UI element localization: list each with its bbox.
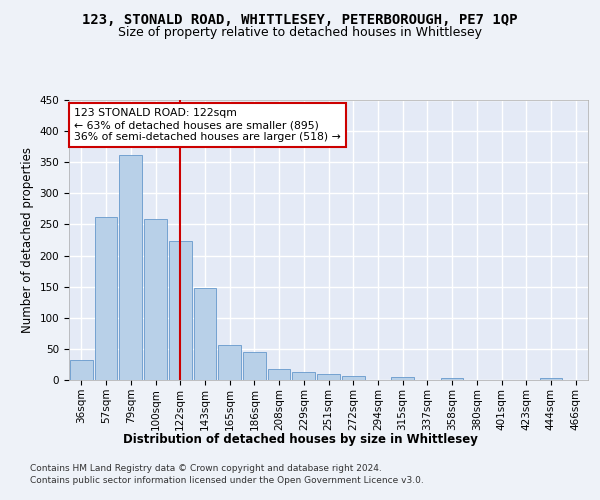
Bar xyxy=(292,372,315,380)
Bar xyxy=(194,288,216,380)
Bar xyxy=(70,360,93,380)
Text: Size of property relative to detached houses in Whittlesey: Size of property relative to detached ho… xyxy=(118,26,482,39)
Bar xyxy=(391,377,414,380)
Bar xyxy=(342,376,365,380)
Bar xyxy=(144,220,167,380)
Bar xyxy=(119,155,142,380)
Text: 123 STONALD ROAD: 122sqm
← 63% of detached houses are smaller (895)
36% of semi-: 123 STONALD ROAD: 122sqm ← 63% of detach… xyxy=(74,108,341,142)
Text: Distribution of detached houses by size in Whittlesey: Distribution of detached houses by size … xyxy=(122,432,478,446)
Y-axis label: Number of detached properties: Number of detached properties xyxy=(21,147,34,333)
Bar xyxy=(95,217,118,380)
Bar xyxy=(243,352,266,380)
Bar xyxy=(539,378,562,380)
Text: 123, STONALD ROAD, WHITTLESEY, PETERBOROUGH, PE7 1QP: 123, STONALD ROAD, WHITTLESEY, PETERBORO… xyxy=(82,12,518,26)
Bar xyxy=(441,378,463,380)
Bar xyxy=(317,374,340,380)
Bar xyxy=(169,240,191,380)
Text: Contains public sector information licensed under the Open Government Licence v3: Contains public sector information licen… xyxy=(30,476,424,485)
Text: Contains HM Land Registry data © Crown copyright and database right 2024.: Contains HM Land Registry data © Crown c… xyxy=(30,464,382,473)
Bar xyxy=(268,369,290,380)
Bar xyxy=(218,345,241,380)
